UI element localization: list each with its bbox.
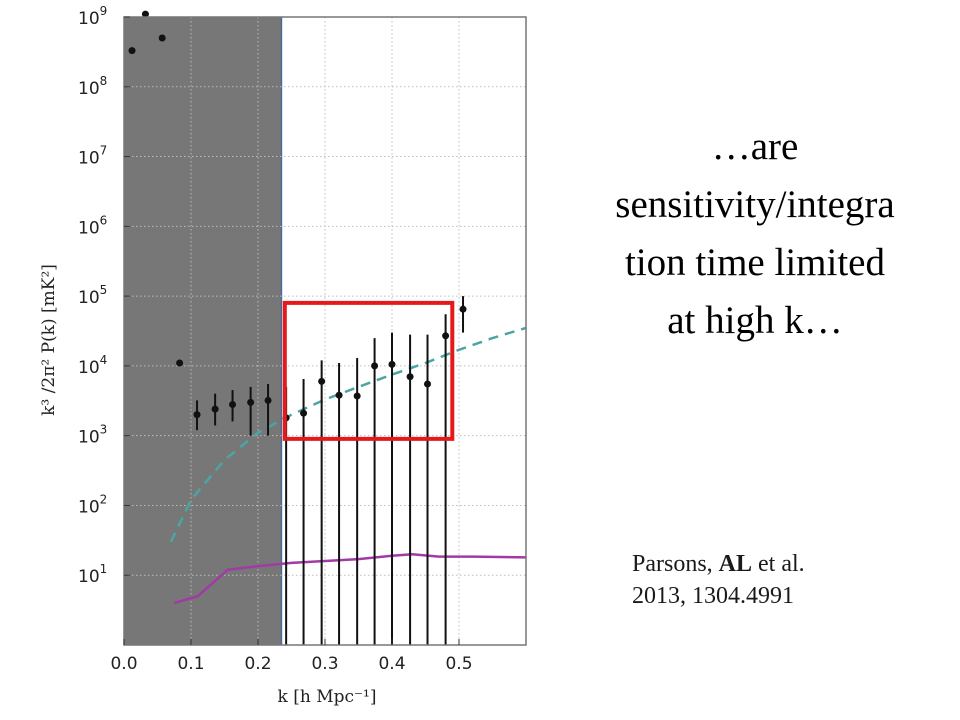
x-axis-label: k [h Mpc⁻¹] [278,687,377,707]
y-tick-label: 101 [78,562,107,587]
data-point [229,400,237,408]
y-tick-label: 105 [78,283,107,308]
data-point [459,305,467,313]
shaded-region [124,17,282,645]
noise-curve [173,552,527,605]
headline-line-1: …are [711,125,799,168]
y-tick-label: 102 [78,492,107,517]
citation-authors: Parsons, AL et al. [632,548,932,580]
citation-authors-pre: Parsons, [632,551,719,577]
data-point [442,332,450,340]
data-point [176,359,184,367]
x-tick-label: 0.3 [311,654,338,674]
data-point [388,360,396,368]
data-point [406,373,414,381]
highlight-box [282,300,455,441]
headline-line-4: at high k… [667,299,843,342]
x-tick-label: 0.0 [110,654,137,674]
citation: Parsons, AL et al. 2013, 1304.4991 [632,548,932,612]
data-point [264,396,272,404]
data-point [141,10,149,18]
y-tick-label: 107 [78,144,107,169]
data-point [353,392,361,400]
citation-authors-post: et al. [752,551,805,577]
model-curve-dashed [169,326,527,543]
data-point [300,409,308,417]
y-tick-label: 108 [78,74,107,99]
data-point [335,391,343,399]
headline-line-2: sensitivity/integra [615,183,895,226]
data-point [128,47,136,55]
data-point [158,34,166,42]
x-tick-label: 0.2 [244,654,271,674]
citation-authors-bold: AL [718,551,753,577]
x-tick-label: 0.1 [177,654,204,674]
data-point [193,411,201,419]
y-tick-label: 106 [78,213,107,238]
data-point [371,362,379,370]
y-tick-label: 103 [78,423,107,448]
y-tick-label: 104 [78,353,107,378]
headline-line-3: tion time limited [625,241,885,284]
data-point [424,380,432,388]
x-tick-label: 0.5 [445,654,472,674]
x-tick-label: 0.4 [378,654,405,674]
data-point [247,398,255,406]
headline-text: …are sensitivity/integra tion time limit… [555,118,955,350]
citation-reference: 2013, 1304.4991 [632,583,794,609]
data-point [318,377,326,385]
y-tick-label: 109 [78,4,107,29]
y-axis-label: k³ /2π² P(k) [mK²] [39,264,59,416]
data-point [211,405,219,413]
